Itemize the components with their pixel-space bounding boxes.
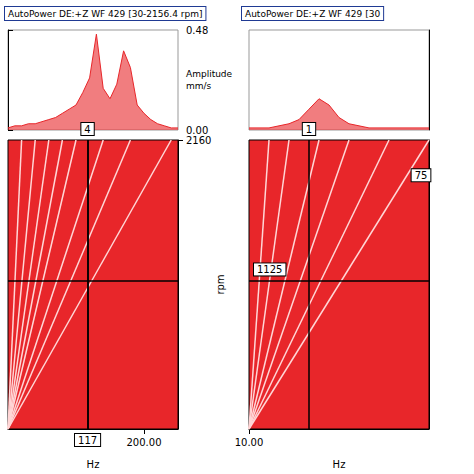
svg-text:AutoPower DE:+Z WF 429 [30-215: AutoPower DE:+Z WF 429 [30-2156.4 rpm] bbox=[8, 9, 202, 19]
svg-text:0.48: 0.48 bbox=[186, 25, 208, 36]
svg-text:Hz: Hz bbox=[87, 459, 100, 470]
svg-text:Amplitude: Amplitude bbox=[186, 69, 233, 79]
svg-text:75: 75 bbox=[415, 170, 428, 181]
svg-text:0.00: 0.00 bbox=[186, 124, 209, 136]
svg-text:mm/s: mm/s bbox=[186, 81, 212, 91]
svg-text:AutoPower DE:+Z WF 429 [30: AutoPower DE:+Z WF 429 [30 bbox=[245, 9, 380, 19]
svg-text:117: 117 bbox=[78, 435, 97, 446]
svg-text:1: 1 bbox=[306, 124, 312, 135]
svg-text:2160: 2160 bbox=[186, 135, 211, 146]
svg-text:rpm: rpm bbox=[215, 274, 226, 294]
svg-text:1125: 1125 bbox=[257, 264, 282, 275]
svg-text:4: 4 bbox=[84, 124, 90, 135]
svg-text:200.00: 200.00 bbox=[127, 437, 162, 448]
svg-text:Hz: Hz bbox=[333, 459, 346, 470]
svg-text:10.00: 10.00 bbox=[235, 437, 264, 448]
